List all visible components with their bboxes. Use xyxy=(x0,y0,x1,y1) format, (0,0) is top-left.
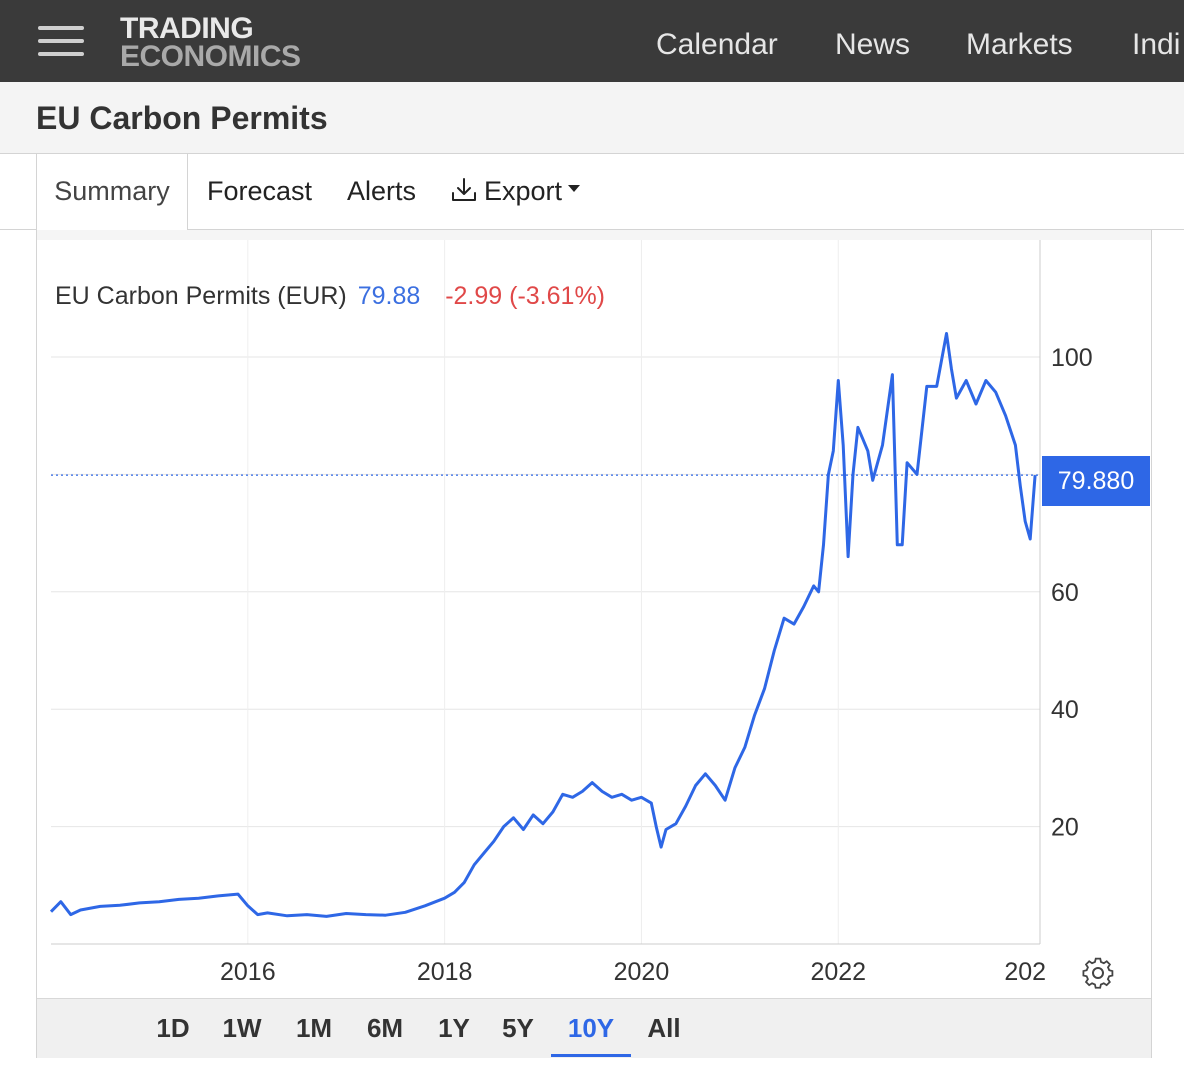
y-tick-label: 40 xyxy=(1051,696,1079,724)
y-tick-label: 60 xyxy=(1051,579,1079,607)
top-navbar: TRADING ECONOMICS Calendar News Markets … xyxy=(0,0,1184,82)
range-10y-button[interactable]: 10Y xyxy=(551,999,631,1057)
download-icon xyxy=(452,177,476,201)
nav-calendar[interactable]: Calendar xyxy=(656,28,778,61)
price-chart[interactable]: 20 40 60 100 2016 2018 2020 2022 202 xyxy=(37,230,1151,998)
range-all-button[interactable]: All xyxy=(647,1013,681,1043)
site-logo[interactable]: TRADING ECONOMICS xyxy=(120,12,301,73)
range-1y-button[interactable]: 1Y xyxy=(438,1013,470,1043)
x-tick-label: 2022 xyxy=(810,958,866,986)
range-1d-button[interactable]: 1D xyxy=(156,1013,190,1043)
range-5y-button[interactable]: 5Y xyxy=(502,1013,534,1043)
hamburger-menu-icon[interactable] xyxy=(38,24,84,58)
range-6m-button[interactable]: 6M xyxy=(366,1013,404,1043)
tab-bar: Summary Forecast Alerts Export xyxy=(0,154,1184,232)
tab-forecast[interactable]: Forecast xyxy=(207,176,313,206)
tab-summary[interactable]: Summary xyxy=(36,154,188,232)
page-header: EU Carbon Permits xyxy=(0,82,1184,154)
caret-down-icon xyxy=(568,185,581,193)
x-tick-label: 2020 xyxy=(614,958,670,986)
price-series-line xyxy=(49,332,1037,918)
legend-last-value: 79.88 xyxy=(357,282,421,310)
legend-change: -2.99 (-3.61%) xyxy=(445,282,605,310)
nav-markets[interactable]: Markets xyxy=(966,28,1073,61)
range-1m-button[interactable]: 1M xyxy=(295,1013,333,1043)
legend-series-name: EU Carbon Permits (EUR) xyxy=(55,282,347,310)
x-tick-label: 2018 xyxy=(417,958,473,986)
tab-alerts[interactable]: Alerts xyxy=(347,176,417,206)
chart-panel: 20 40 60 100 2016 2018 2020 2022 202 EU Carbon P… xyxy=(36,230,1152,1058)
x-tick-label: 202 xyxy=(1004,958,1046,986)
x-tick-label: 2016 xyxy=(220,958,276,986)
nav-indicators[interactable]: Indi xyxy=(1132,28,1181,61)
tab-export[interactable]: Export xyxy=(450,154,581,230)
gear-icon[interactable] xyxy=(1081,956,1115,990)
last-price-badge: 79.880 xyxy=(1042,456,1150,506)
range-selector: 1D 1W 1M 6M 1Y 5Y 10Y All xyxy=(37,998,1151,1058)
chart-legend: EU Carbon Permits (EUR) 79.88 -2.99 (-3.… xyxy=(55,282,605,311)
range-1w-button[interactable]: 1W xyxy=(222,1013,262,1043)
nav-news[interactable]: News xyxy=(835,28,911,61)
tab-export-label: Export xyxy=(484,176,563,206)
y-tick-label: 20 xyxy=(1051,814,1079,842)
page-title: EU Carbon Permits xyxy=(36,100,328,136)
y-tick-label: 100 xyxy=(1051,344,1093,372)
